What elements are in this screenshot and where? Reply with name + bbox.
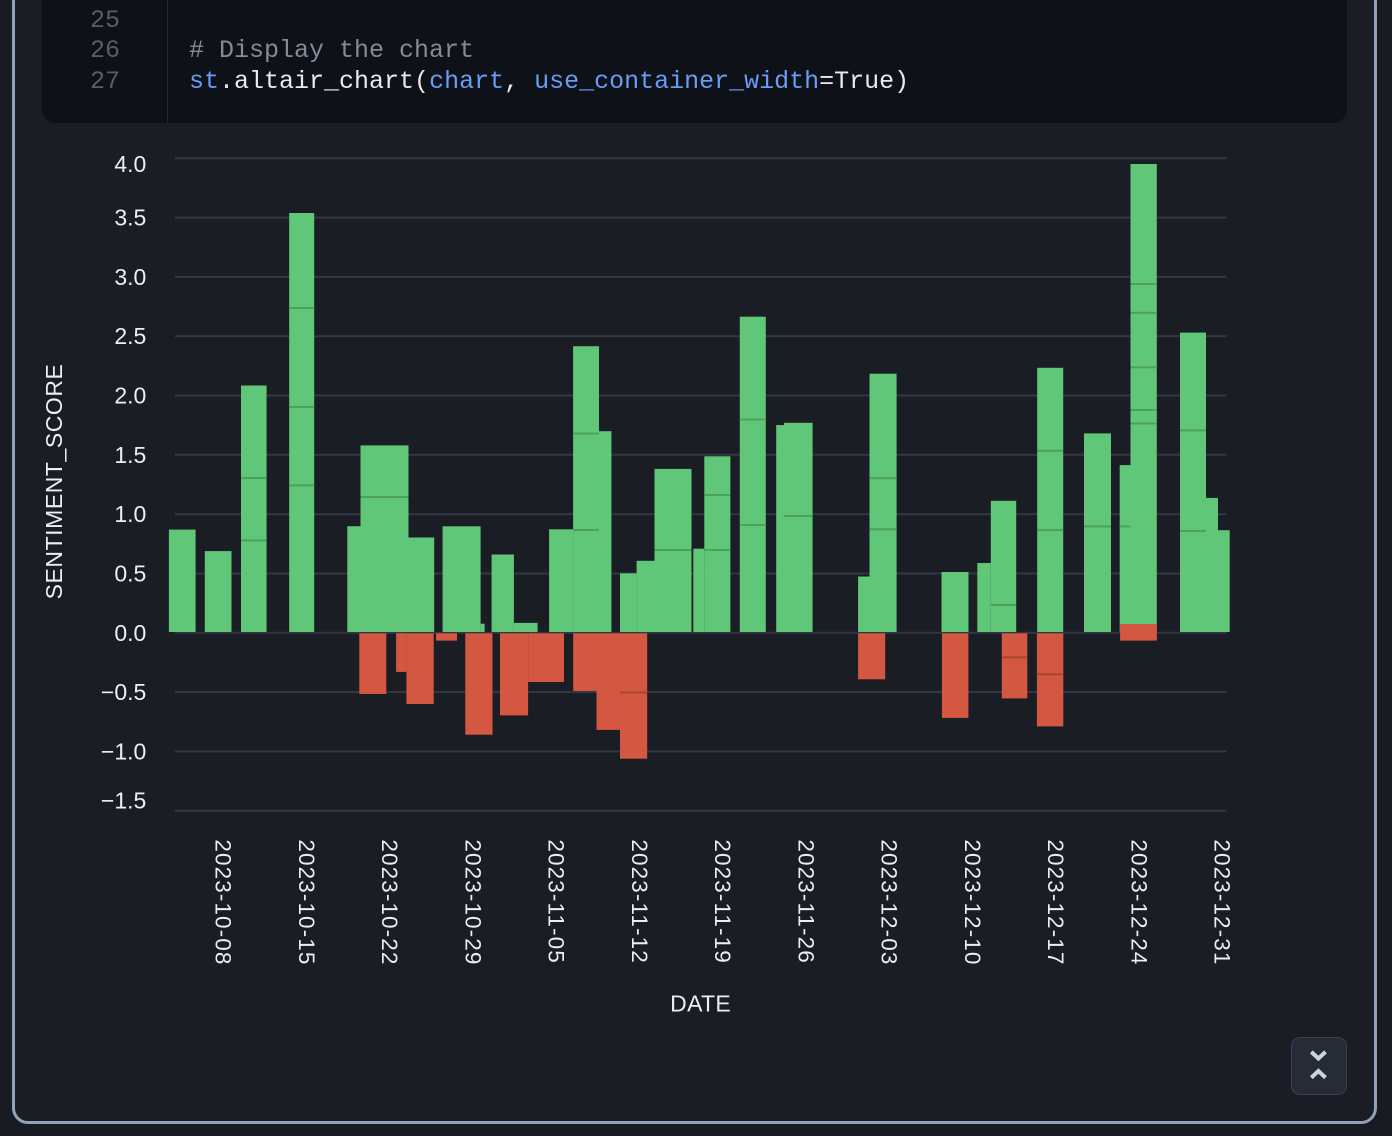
- svg-text:3.0: 3.0: [114, 264, 146, 290]
- svg-text:2023-10-15: 2023-10-15: [294, 839, 319, 965]
- svg-text:2023-10-29: 2023-10-29: [460, 839, 485, 965]
- svg-text:DATE: DATE: [670, 991, 731, 1017]
- svg-text:2023-12-17: 2023-12-17: [1043, 839, 1068, 965]
- svg-text:2023-10-22: 2023-10-22: [377, 839, 402, 965]
- svg-text:3.5: 3.5: [114, 205, 146, 231]
- svg-text:2023-12-31: 2023-12-31: [1210, 839, 1235, 965]
- svg-text:0.0: 0.0: [114, 620, 146, 646]
- svg-text:2023-12-03: 2023-12-03: [877, 839, 902, 965]
- svg-text:2023-11-26: 2023-11-26: [793, 839, 818, 963]
- svg-text:1.0: 1.0: [114, 501, 146, 527]
- svg-text:−1.0: −1.0: [101, 738, 146, 764]
- svg-text:SENTIMENT_SCORE: SENTIMENT_SCORE: [41, 364, 67, 600]
- svg-text:1.5: 1.5: [114, 442, 146, 468]
- svg-text:−0.5: −0.5: [101, 679, 146, 705]
- svg-text:2023-10-08: 2023-10-08: [211, 839, 236, 965]
- svg-text:2023-12-24: 2023-12-24: [1126, 839, 1151, 965]
- svg-text:−1.5: −1.5: [101, 787, 146, 813]
- svg-text:0.5: 0.5: [114, 561, 146, 587]
- svg-text:2023-11-19: 2023-11-19: [710, 839, 735, 963]
- svg-text:2023-11-12: 2023-11-12: [627, 839, 652, 963]
- svg-text:2.0: 2.0: [114, 383, 146, 409]
- svg-text:4.0: 4.0: [114, 151, 146, 177]
- svg-text:2023-12-10: 2023-12-10: [960, 839, 985, 965]
- svg-text:2.5: 2.5: [114, 323, 146, 349]
- svg-text:2023-11-05: 2023-11-05: [544, 839, 569, 963]
